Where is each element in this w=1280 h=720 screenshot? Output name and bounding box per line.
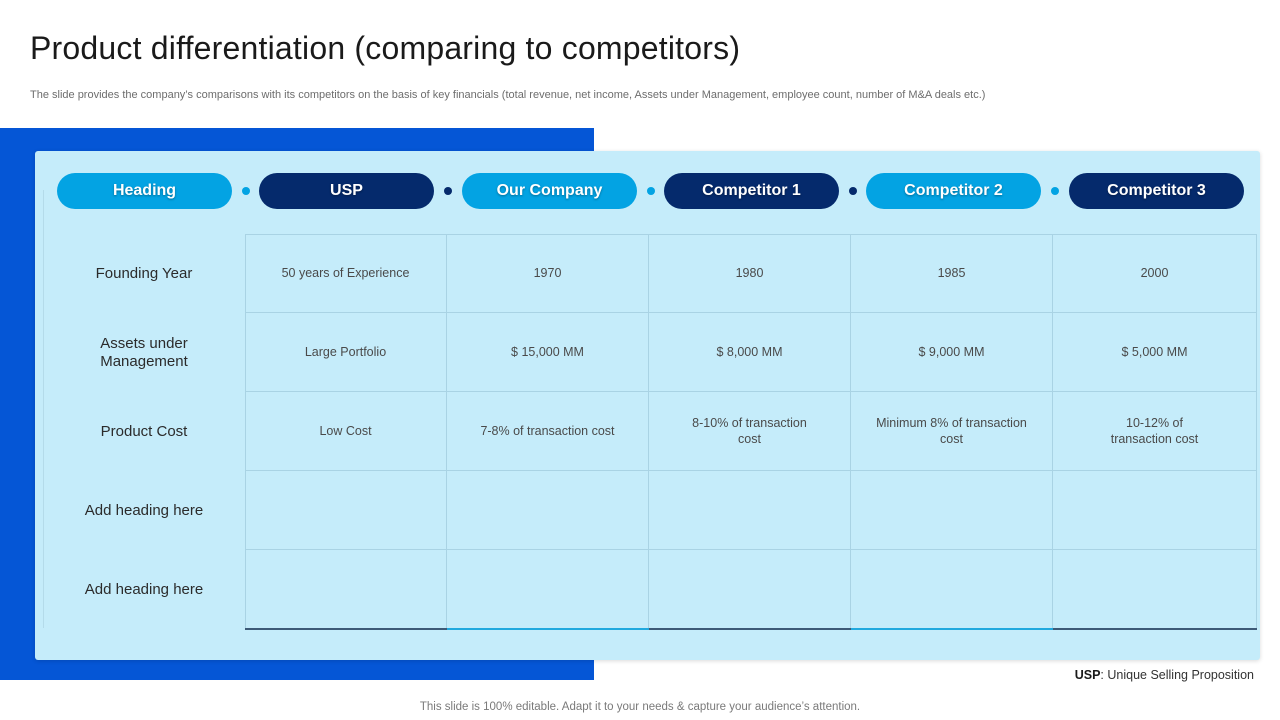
cell-founding-competitor-3: 2000: [1053, 234, 1257, 313]
row-heading-placeholder-2: Add heading here: [84, 580, 204, 598]
cell-row5-our-company: [447, 550, 649, 629]
cell-assets-usp: Large Portfolio: [245, 313, 447, 392]
cell-assets-our-company: $ 15,000 MM: [447, 313, 649, 392]
comparison-panel: [35, 151, 1260, 660]
row-heading-placeholder-1: Add heading here: [84, 501, 204, 519]
cell-row4-competitor-3: [1053, 471, 1257, 550]
header-pill-our-company: Our Company: [462, 173, 637, 209]
cell-assets-competitor-2: $ 9,000 MM: [851, 313, 1053, 392]
connector-dot: [849, 187, 857, 195]
header-pill-competitor-2: Competitor 2: [866, 173, 1041, 209]
cell-cost-competitor-1: 8-10% of transaction cost: [649, 392, 851, 471]
usp-definition: : Unique Selling Proposition: [1100, 668, 1254, 682]
grid-top-border: [245, 234, 1257, 235]
usp-footnote: USP: Unique Selling Proposition: [1075, 668, 1254, 682]
bottom-accent-usp: [245, 628, 447, 630]
cell-cost-competitor-2: Minimum 8% of transaction cost: [851, 392, 1053, 471]
cell-cost-usp: Low Cost: [245, 392, 447, 471]
connector-dot: [444, 187, 452, 195]
connector-dot: [647, 187, 655, 195]
cell-cost-our-company: 7-8% of transaction cost: [447, 392, 649, 471]
comparison-table: 50 years of Experience 1970 1980 1985 20…: [245, 234, 1257, 630]
usp-abbreviation: USP: [1074, 668, 1101, 682]
cell-row5-usp: [245, 550, 447, 629]
cell-row4-competitor-1: [649, 471, 851, 550]
header-pill-usp: USP: [259, 173, 434, 209]
slide-subtitle: The slide provides the company’s compari…: [30, 89, 986, 101]
bottom-accent-our-company: [447, 628, 649, 630]
cell-assets-competitor-3: $ 5,000 MM: [1053, 313, 1257, 392]
row-heading-founding-year: Founding Year: [95, 264, 193, 282]
cell-row5-competitor-3: [1053, 550, 1257, 629]
panel-left-guide: [43, 190, 44, 628]
cell-row5-competitor-1: [649, 550, 851, 629]
header-pill-heading: Heading: [57, 173, 232, 209]
slide-title: Product differentiation (comparing to co…: [30, 30, 741, 66]
connector-dot: [242, 187, 250, 195]
row-heading-product-cost: Product Cost: [100, 422, 188, 440]
bottom-accent-competitor-2: [851, 628, 1053, 630]
cell-assets-competitor-1: $ 8,000 MM: [649, 313, 851, 392]
cell-row4-our-company: [447, 471, 649, 550]
cell-row4-usp: [245, 471, 447, 550]
cell-founding-competitor-2: 1985: [851, 234, 1053, 313]
bottom-accent-competitor-1: [649, 628, 851, 630]
header-pill-competitor-3: Competitor 3: [1069, 173, 1244, 209]
header-pill-competitor-1: Competitor 1: [664, 173, 839, 209]
cell-row4-competitor-2: [851, 471, 1053, 550]
bottom-accent-competitor-3: [1053, 628, 1257, 630]
slide-footer: This slide is 100% editable. Adapt it to…: [419, 701, 861, 713]
cell-founding-competitor-1: 1980: [649, 234, 851, 313]
cell-founding-usp: 50 years of Experience: [245, 234, 447, 313]
connector-dot: [1051, 187, 1059, 195]
grid-left-border: [245, 234, 246, 629]
cell-cost-competitor-3: 10-12% of transaction cost: [1053, 392, 1257, 471]
cell-founding-our-company: 1970: [447, 234, 649, 313]
cell-row5-competitor-2: [851, 550, 1053, 629]
row-heading-assets: Assets under Management: [100, 334, 188, 370]
